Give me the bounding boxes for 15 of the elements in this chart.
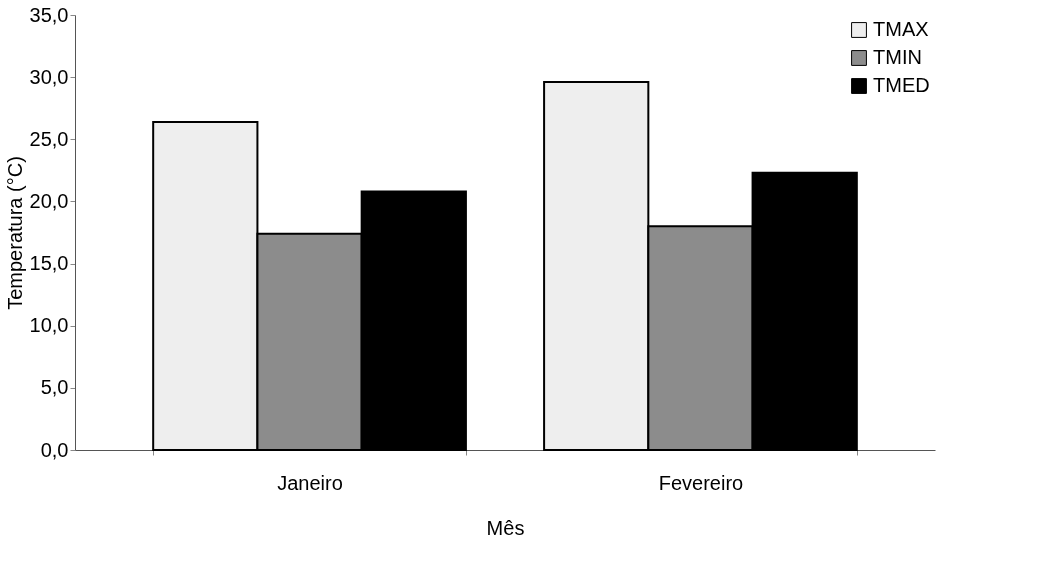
y-tick-label: 10,0 [29,314,69,337]
x-axis-title: Mês [486,516,525,539]
y-tick-label: 35,0 [29,3,69,26]
x-tick-label: Janeiro [277,471,343,494]
x-tick-label: Fevereiro [658,471,744,494]
y-tick-label: 30,0 [29,65,69,88]
y-tick-label: 5,0 [40,376,69,399]
y-tick-label: 0,0 [40,438,69,461]
legend-label: TMIN [873,46,922,68]
y-axis-title: Temperatura (°C) [3,156,26,310]
legend-label: TMED [873,74,930,96]
y-tick-label: 25,0 [29,127,69,150]
y-tick-label: 20,0 [29,189,69,212]
y-tick-label: 15,0 [29,252,69,275]
legend-label: TMAX [873,18,929,40]
